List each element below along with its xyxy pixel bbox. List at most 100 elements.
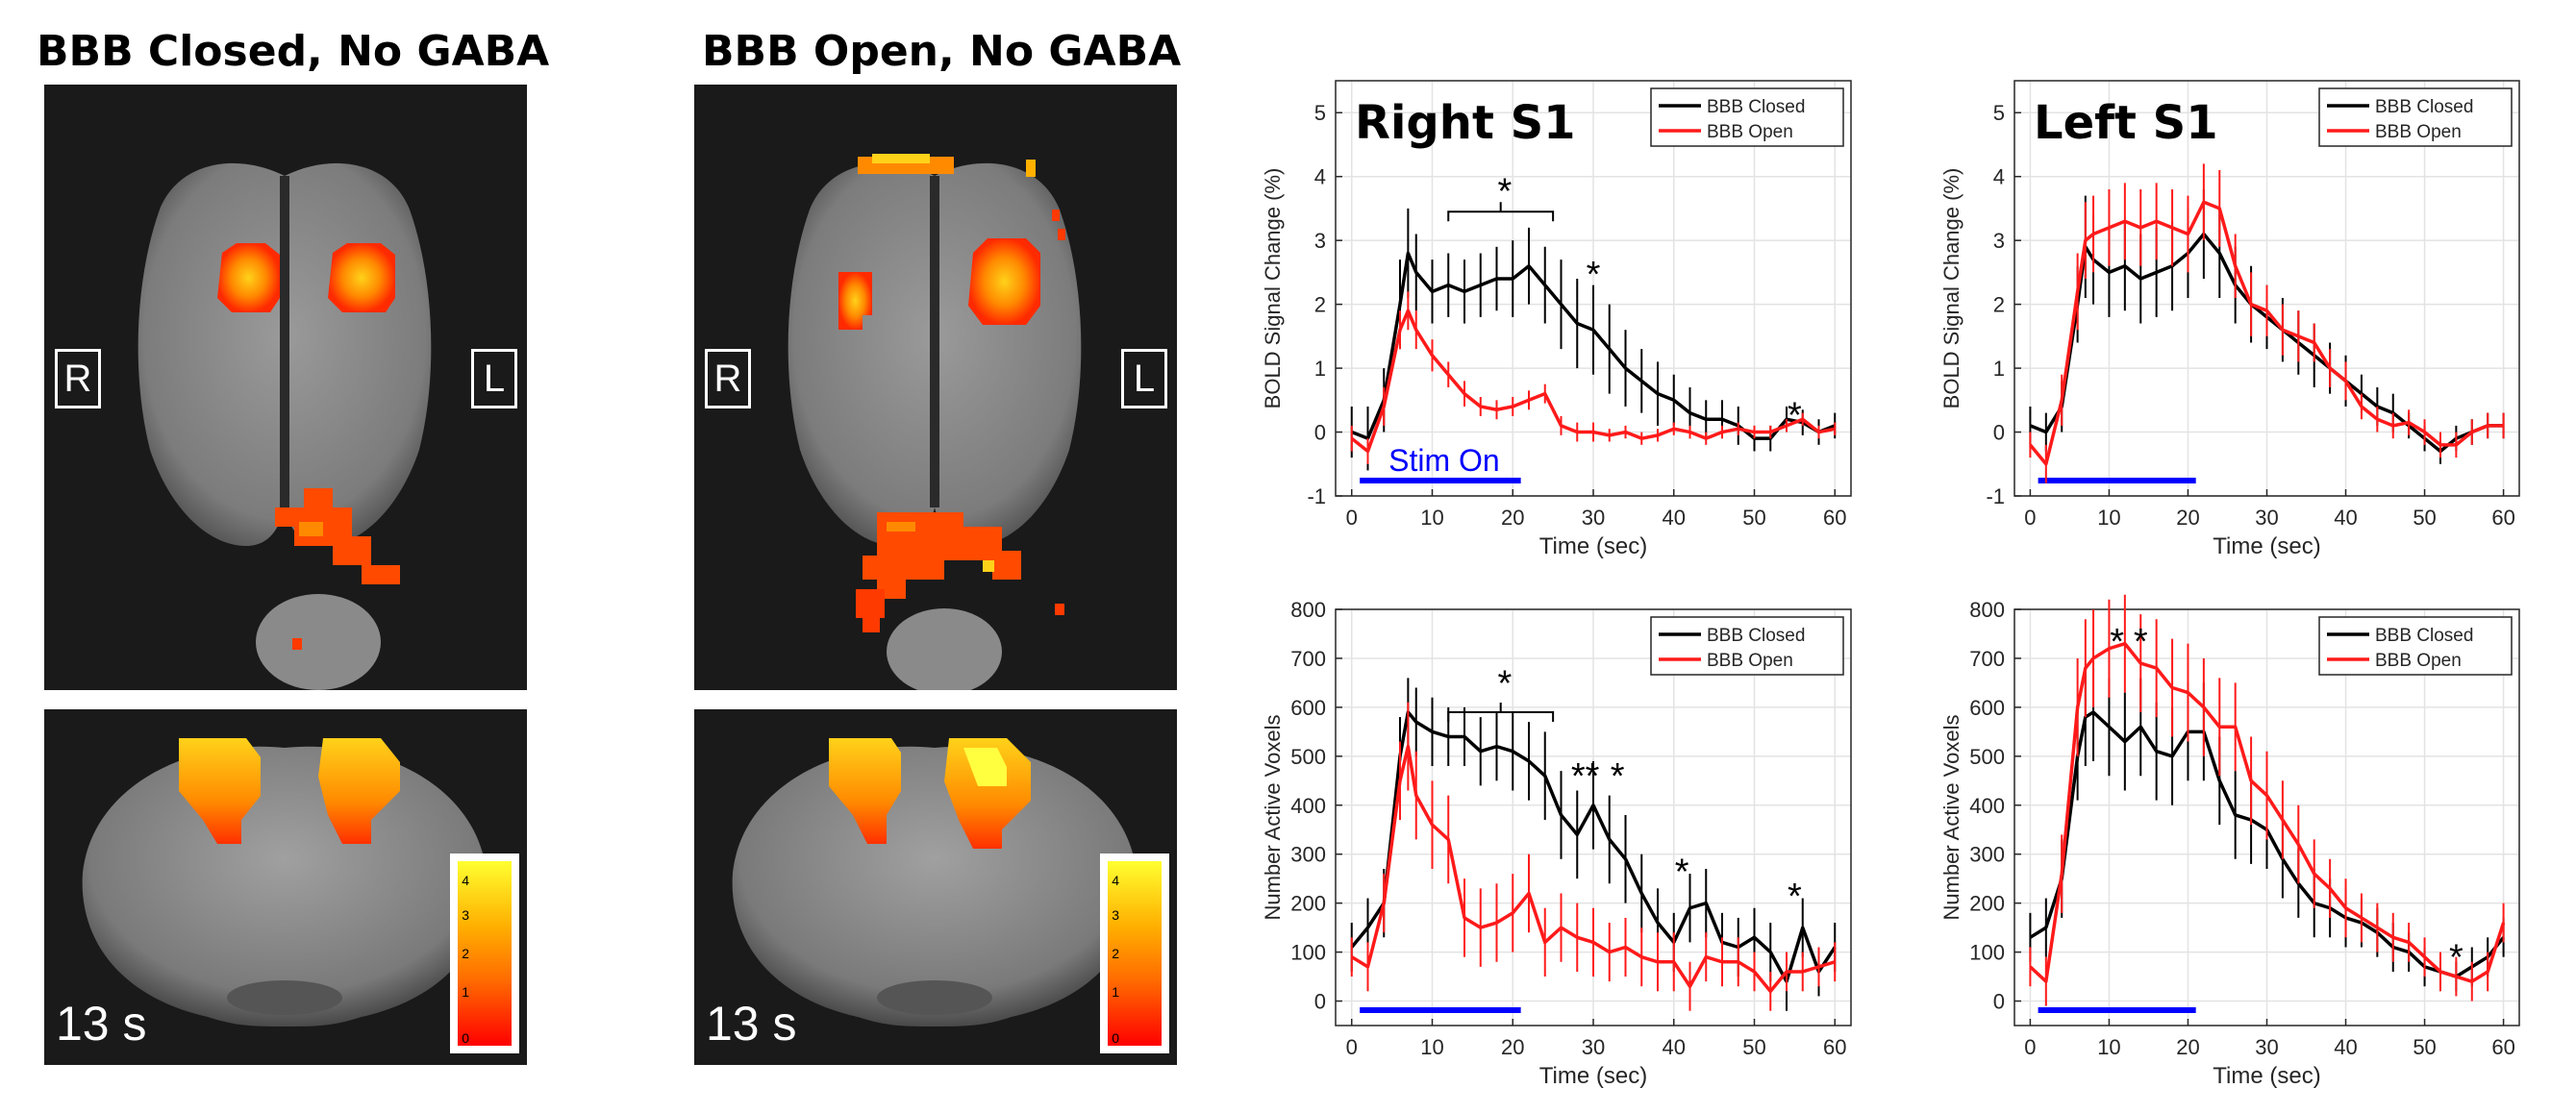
colorbar-gradient (458, 861, 512, 1046)
x-tick-label: 40 (2334, 506, 2357, 530)
significance-star: * (1611, 756, 1625, 797)
legend-label: BBB Open (2375, 651, 2462, 671)
y-tick-label: 0 (1314, 990, 1326, 1014)
mri-coronal-closed: 13 s 0 1 2 3 4 (44, 709, 527, 1065)
brain-coronal-image (82, 738, 488, 1026)
y-tick-label: 100 (1969, 941, 2005, 965)
time-label: 13 s (706, 997, 797, 1051)
y-tick-label: 500 (1290, 745, 1326, 769)
x-tick-label: 20 (1501, 506, 1524, 530)
colorbar-tick: 4 (1112, 873, 1119, 888)
y-tick-label: 300 (1290, 843, 1326, 867)
y-tick-label: 400 (1969, 794, 2005, 818)
x-tick-label: 10 (2097, 506, 2120, 530)
y-tick-label: 3 (1993, 229, 2005, 253)
panel-title-open: BBB Open, No GABA (702, 27, 1182, 76)
y-tick-label: 100 (1290, 941, 1326, 965)
y-axis-label: Number Active Voxels (1939, 715, 1963, 921)
x-tick-label: 20 (2176, 1035, 2199, 1059)
brain-axial-image (788, 154, 1082, 690)
colorbar-tick: 2 (462, 946, 469, 961)
y-tick-label: 0 (1314, 421, 1326, 445)
legend-label: BBB Open (1707, 122, 1793, 142)
x-tick-label: 50 (2413, 1035, 2436, 1059)
colorbar-tick: 3 (462, 907, 469, 923)
x-tick-label: 10 (1420, 1035, 1443, 1059)
y-tick-label: -1 (1307, 484, 1326, 508)
y-tick-label: 2 (1314, 293, 1326, 317)
x-axis-label: Time (sec) (2213, 533, 2320, 559)
colorbar-tick: 0 (1112, 1030, 1119, 1046)
plot-area (2014, 81, 2519, 496)
significance-star: * (2110, 622, 2124, 662)
significance-star: ** (1571, 756, 1600, 797)
series-line (1350, 744, 1836, 994)
y-tick-label: 800 (1969, 598, 2005, 622)
x-tick-label: 50 (2413, 506, 2436, 530)
y-axis-label: BOLD Signal Change (%) (1939, 168, 1963, 409)
x-axis-label: Time (sec) (2213, 1063, 2320, 1089)
series-line (1350, 710, 1837, 983)
y-tick-label: -1 (1986, 484, 2005, 508)
x-tick-label: 30 (2255, 1035, 2278, 1059)
colorbar-tick: 1 (1112, 984, 1119, 1000)
significance-star: * (1675, 852, 1689, 892)
x-tick-label: 60 (2491, 1035, 2514, 1059)
legend-box (1650, 87, 1844, 147)
stim-on-label: Stim On (1388, 443, 1500, 478)
x-tick-label: 30 (1582, 1035, 1605, 1059)
left-orientation-label: L (471, 349, 517, 408)
colorbar-tick: 1 (462, 984, 469, 1000)
x-tick-label: 40 (1663, 506, 1686, 530)
x-tick-label: 0 (2024, 1035, 2036, 1059)
x-tick-label: 60 (1823, 506, 1846, 530)
colorbar-gradient (1108, 861, 1162, 1046)
x-tick-label: 50 (1742, 1035, 1765, 1059)
legend-label: BBB Closed (2375, 626, 2473, 646)
significance-star: * (1788, 877, 1802, 917)
x-tick-label: 30 (2255, 506, 2278, 530)
significance-star: * (2449, 938, 2463, 978)
colorbar-tick: 3 (1112, 907, 1119, 923)
series-line (1351, 251, 1836, 440)
plot-area (2014, 609, 2519, 1026)
significance-star: * (2134, 622, 2148, 662)
right-orientation-label: R (55, 349, 101, 408)
brain-axial-image (138, 162, 432, 690)
x-tick-label: 10 (2097, 1035, 2120, 1059)
colorbar: 0 1 2 3 4 (450, 853, 519, 1053)
mri-axial-open: R L (694, 85, 1177, 690)
y-tick-label: 600 (1290, 696, 1326, 720)
legend-label: BBB Closed (2375, 97, 2473, 117)
series-line (2029, 641, 2506, 983)
y-tick-label: 300 (1969, 843, 2005, 867)
significance-star: * (1497, 172, 1512, 212)
x-tick-label: 0 (2024, 506, 2036, 530)
legend-box (2318, 87, 2513, 147)
y-tick-label: 3 (1314, 229, 1326, 253)
significance-star: * (1587, 255, 1601, 295)
x-tick-label: 40 (2334, 1035, 2357, 1059)
series-line (2029, 200, 2504, 466)
significance-star: * (1788, 395, 1802, 435)
y-tick-label: 5 (1993, 101, 2005, 125)
colorbar: 0 1 2 3 4 (1100, 853, 1169, 1053)
brain-coronal-image (732, 738, 1138, 1026)
series-line (2029, 710, 2505, 978)
x-tick-label: 60 (1823, 1035, 1846, 1059)
panel-title-closed: BBB Closed, No GABA (37, 27, 550, 76)
series-line (2029, 232, 2504, 454)
plot-frame (2013, 80, 2520, 497)
x-tick-label: 0 (1346, 506, 1358, 530)
plot-frame (2013, 608, 2520, 1026)
x-tick-label: 40 (1663, 1035, 1686, 1059)
colorbar-tick: 4 (462, 873, 469, 888)
x-tick-label: 10 (1420, 506, 1443, 530)
legend-label: BBB Open (2375, 122, 2462, 142)
x-tick-label: 50 (1742, 506, 1765, 530)
legend-label: BBB Open (1707, 651, 1793, 671)
colorbar-tick: 2 (1112, 946, 1119, 961)
y-tick-label: 700 (1969, 647, 2005, 671)
left-orientation-label: L (1121, 349, 1167, 408)
y-axis-label: Number Active Voxels (1261, 715, 1285, 921)
